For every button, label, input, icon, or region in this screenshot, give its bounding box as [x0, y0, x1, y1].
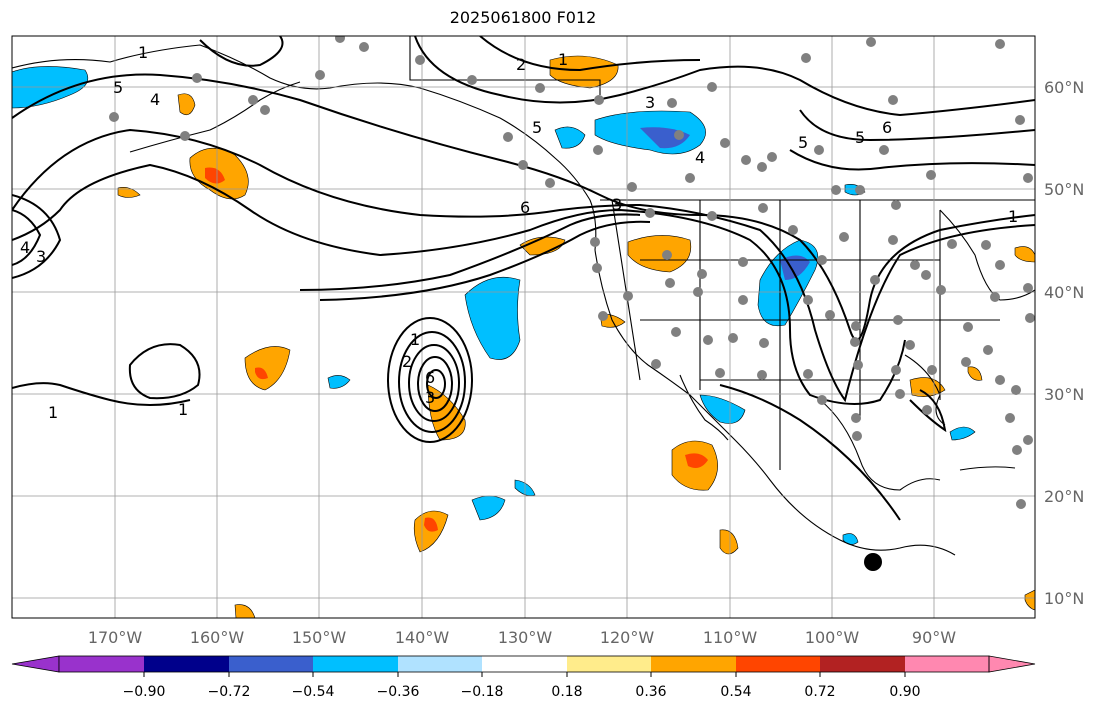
contour-label-6: 1 [48, 403, 58, 422]
fill-orange-6 [244, 346, 291, 391]
height-contours [12, 36, 1035, 521]
contour-label-1: 5 [113, 78, 123, 97]
lat-label: 30°N [1044, 385, 1084, 404]
colorbar-tick-label: 0.54 [720, 684, 751, 700]
contour-label-19: 5 [798, 133, 808, 152]
contour-label-14: 4 [695, 148, 705, 167]
lon-label: 150°W [292, 628, 347, 647]
fill-orange-3 [177, 93, 196, 116]
fill-blue-8 [949, 426, 976, 441]
lat-labels: 10°N 20°N 30°N 40°N 50°N 60°N [1044, 78, 1084, 608]
fill-red-8 [685, 453, 708, 468]
us-mexico-west-coast [594, 249, 956, 556]
map-border [11, 35, 1036, 619]
colorbar-tick-label: 0.36 [635, 684, 666, 700]
colorbar-tick-label: 0.90 [889, 684, 920, 700]
colorbar-extend-low [11, 655, 60, 673]
colorbar-tick-label: −0.90 [123, 684, 166, 700]
contour-label-3: 3 [36, 247, 46, 266]
colorbar-tick-label: 0.72 [804, 684, 835, 700]
colorbar-tick-label: −0.72 [208, 684, 251, 700]
contour-label-2: 4 [150, 90, 160, 109]
colorbar-tick-label: −0.36 [377, 684, 420, 700]
fill-orange-11 [719, 529, 739, 555]
colorbar-tick-label: −0.18 [461, 684, 504, 700]
lon-label: 140°W [395, 628, 450, 647]
colorbar-tick-label: −0.54 [292, 684, 335, 700]
baja-california [679, 374, 729, 441]
colorbar-seg [567, 656, 651, 672]
canada-border-1 [409, 36, 601, 95]
fill-red-2 [205, 167, 225, 184]
contour-label-8: 5 [532, 118, 542, 137]
fill-blue-7 [699, 394, 746, 424]
fill-orange-4 [627, 235, 692, 273]
fill-blue-5 [464, 276, 521, 360]
colorbar-tick-label: 0.18 [551, 684, 582, 700]
fill-orange-15 [967, 366, 983, 381]
contour-label-7: 3 [645, 93, 655, 112]
fill-orange-13 [117, 187, 141, 198]
contour-label-20: 2 [402, 352, 412, 371]
fill-blue-3 [554, 126, 586, 149]
contour-label-17: 1 [1008, 207, 1018, 226]
colorbar-seg [820, 656, 905, 672]
colorbar-seg [144, 656, 229, 672]
marker-dot [864, 553, 882, 571]
fill-blue-9 [327, 375, 351, 389]
contour-label-21: 6 [425, 368, 435, 387]
contour-label-16: 1 [410, 330, 420, 349]
contour-label-10: 6 [520, 198, 530, 217]
lon-label: 130°W [498, 628, 553, 647]
lon-labels: 170°W 160°W 150°W 140°W 130°W 120°W 110°… [88, 628, 956, 647]
colorbar-seg [651, 656, 736, 672]
lon-label: 170°W [88, 628, 143, 647]
colorbar-outline [58, 655, 990, 673]
alaska-coast [12, 44, 597, 251]
fill-orange-16 [1014, 246, 1035, 263]
lat-label: 60°N [1044, 78, 1084, 97]
colorbar-seg [736, 656, 820, 672]
gulf-coast [819, 399, 941, 491]
contour-label-5: 1 [558, 50, 568, 69]
lat-label: 20°N [1044, 487, 1084, 506]
great-lakes [939, 209, 1035, 301]
fill-orange-10 [909, 377, 946, 397]
contour-label-12: 3 [612, 195, 622, 214]
aleutians [129, 81, 301, 153]
fill-blue-6 [471, 495, 506, 521]
fill-red-9 [424, 517, 438, 532]
colorbar-seg [482, 656, 567, 672]
lon-label: 110°W [703, 628, 758, 647]
lon-label: 100°W [805, 628, 860, 647]
map-title: 2025061800 F012 [449, 8, 597, 27]
lon-label: 90°W [912, 628, 956, 647]
contour-labels: 5 4 3 2 1 1 3 5 4 6 6 3 5 4 1 1 1 3 5 2 … [20, 43, 1018, 422]
colorbar-extend-high [988, 655, 1036, 673]
contour-label-4: 2 [516, 55, 526, 74]
lat-label: 10°N [1044, 589, 1084, 608]
cuba [959, 466, 1016, 471]
anomaly-fills [12, 55, 1035, 618]
lon-label: 160°W [190, 628, 245, 647]
contour-label-15: 1 [178, 400, 188, 419]
colorbar-seg [398, 656, 482, 672]
contour-label-18: 3 [425, 388, 435, 407]
lon-label: 120°W [600, 628, 655, 647]
fill-red-6 [255, 367, 268, 380]
colorbar: −0.90 −0.72 −0.54 −0.36 −0.18 0.18 0.36 … [11, 655, 1036, 700]
colorbar-seg [229, 656, 313, 672]
colorbar-seg [905, 656, 989, 672]
colorbar-seg [313, 656, 398, 672]
colorbar-seg [59, 656, 144, 672]
contour-label-11: 6 [882, 118, 892, 137]
lat-label: 40°N [1044, 283, 1084, 302]
contour-label-22: 1 [138, 43, 148, 62]
contour-label-9: 4 [20, 238, 30, 257]
station-dots [109, 36, 1035, 509]
lat-label: 50°N [1044, 180, 1084, 199]
contour-label-13: 5 [855, 128, 865, 147]
fill-orange-14 [234, 604, 256, 618]
